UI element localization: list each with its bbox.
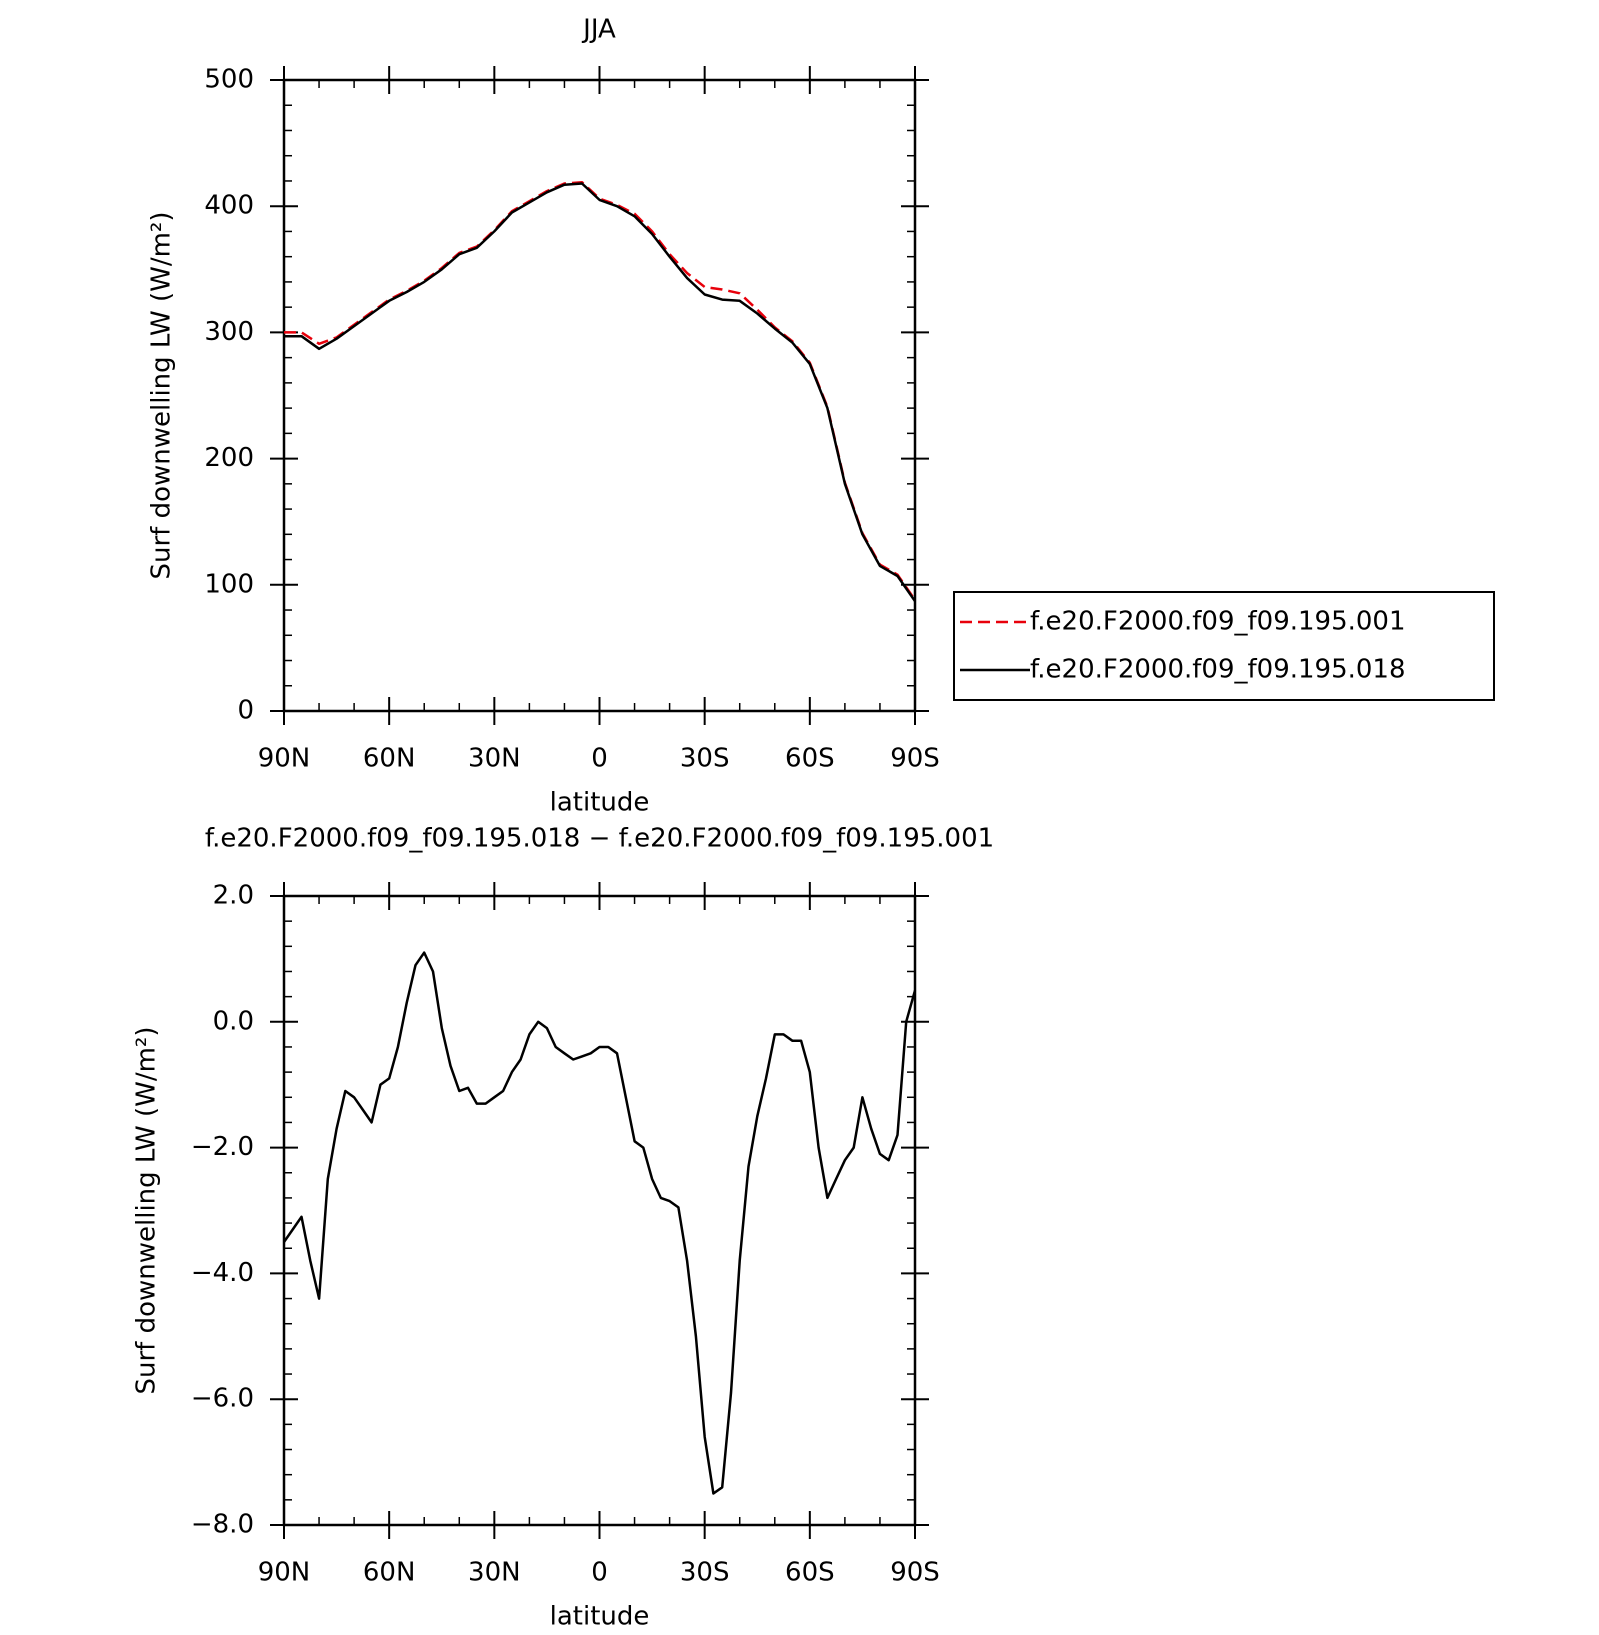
y-tick-label: −4.0 <box>191 1258 254 1288</box>
y-tick-label: 400 <box>204 191 254 221</box>
x-tick-label: 30S <box>680 1558 730 1588</box>
x-axis-label: latitude <box>550 788 650 818</box>
x-tick-label: 60N <box>363 1558 416 1588</box>
data-line <box>282 951 917 1495</box>
chart-title: f.e20.F2000.f09_f09.195.018 − f.e20.F200… <box>205 824 994 854</box>
y-axis-label: Surf downwelling LW (W/m²) <box>147 212 177 580</box>
x-axis-label: latitude <box>550 1602 650 1632</box>
x-tick-label: 60S <box>785 744 835 774</box>
y-tick-label: −2.0 <box>191 1132 254 1162</box>
y-tick-label: 200 <box>204 443 254 473</box>
x-tick-label: 0 <box>591 744 608 774</box>
x-tick-label: 90N <box>258 744 311 774</box>
y-tick-label: 500 <box>204 65 254 95</box>
chart-title: JJA <box>581 15 616 45</box>
y-tick-label: 100 <box>204 569 254 599</box>
y-tick-label: 0 <box>237 696 254 726</box>
y-tick-label: −8.0 <box>191 1510 254 1540</box>
x-tick-label: 30N <box>468 744 521 774</box>
plot-frame <box>282 894 917 1527</box>
y-tick-label: 0.0 <box>213 1006 254 1036</box>
y-tick-label: 300 <box>204 317 254 347</box>
x-tick-label: 30S <box>680 744 730 774</box>
data-line <box>284 182 917 602</box>
x-tick-label: 0 <box>591 1558 608 1588</box>
legend-label: f.e20.F2000.f09_f09.195.018 <box>1030 655 1406 685</box>
x-tick-label: 90N <box>258 1558 311 1588</box>
legend-label: f.e20.F2000.f09_f09.195.001 <box>1030 607 1406 637</box>
x-tick-label: 60N <box>363 744 416 774</box>
y-tick-label: 2.0 <box>213 881 254 911</box>
x-tick-label: 30N <box>468 1558 521 1588</box>
x-tick-label: 90S <box>890 744 940 774</box>
x-tick-label: 60S <box>785 1558 835 1588</box>
legend-box <box>953 591 1495 701</box>
y-tick-label: −6.0 <box>191 1384 254 1414</box>
y-axis-label: Surf downwelling LW (W/m²) <box>132 1027 162 1395</box>
x-tick-label: 90S <box>890 1558 940 1588</box>
plot-frame <box>282 78 917 713</box>
